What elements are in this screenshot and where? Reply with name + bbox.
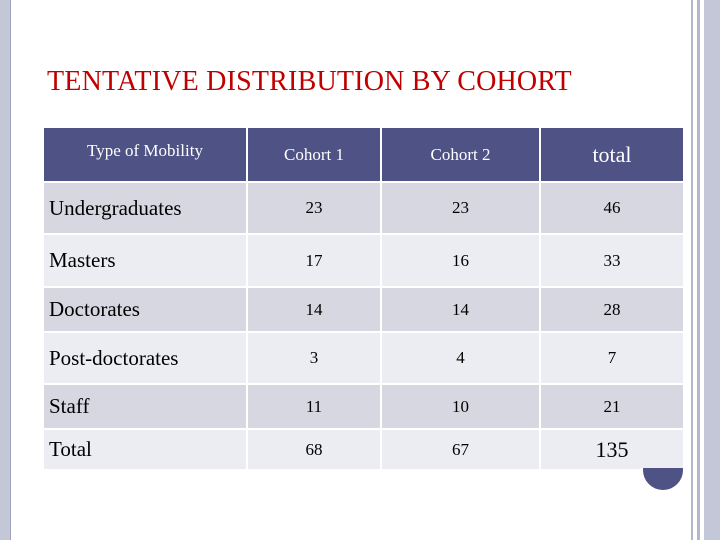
total-value: 46: [541, 183, 683, 233]
slide-frame-left: [0, 0, 10, 540]
table-row: Post-doctorates 3 4 7: [44, 333, 683, 383]
total-value: 28: [541, 288, 683, 331]
table-row: Staff 11 10 21: [44, 385, 683, 428]
table-row: Masters 17 16 33: [44, 235, 683, 286]
cohort-2-value: 4: [382, 333, 541, 383]
slide-frame-right-stripe: [697, 0, 700, 540]
row-label: Undergraduates: [44, 183, 248, 233]
grand-total: 135: [541, 430, 683, 469]
cohort-2-value: 23: [382, 183, 541, 233]
table-header-row: Type of Mobility Cohort 1 Cohort 2 total: [44, 128, 683, 181]
table-row: Doctorates 14 14 28: [44, 288, 683, 331]
cohort-1-value: 11: [248, 385, 382, 428]
cohort-1-value: 17: [248, 235, 382, 286]
cohort-1-value: 3: [248, 333, 382, 383]
slide-frame-right: [704, 0, 720, 540]
total-value: 21: [541, 385, 683, 428]
total-value: 33: [541, 235, 683, 286]
slide-frame-left-line: [10, 0, 11, 540]
slide-frame-right-stripe: [691, 0, 693, 540]
cohort-2-total: 67: [382, 430, 541, 469]
table-row: Undergraduates 23 23 46: [44, 183, 683, 233]
cohort-1-value: 23: [248, 183, 382, 233]
row-label: Masters: [44, 235, 248, 286]
row-label: Staff: [44, 385, 248, 428]
header-cohort-1: Cohort 1: [248, 128, 382, 181]
row-label: Post-doctorates: [44, 333, 248, 383]
table-total-row: Total 68 67 135: [44, 430, 683, 469]
cohort-2-value: 10: [382, 385, 541, 428]
cohort-1-total: 68: [248, 430, 382, 469]
cohort-2-value: 14: [382, 288, 541, 331]
total-row-label: Total: [44, 430, 248, 469]
header-total: total: [541, 128, 683, 181]
header-cohort-2: Cohort 2: [382, 128, 541, 181]
row-label: Doctorates: [44, 288, 248, 331]
total-value: 7: [541, 333, 683, 383]
slide-title: TENTATIVE DISTRIBUTION BY COHORT: [47, 66, 572, 97]
cohort-2-value: 16: [382, 235, 541, 286]
cohort-1-value: 14: [248, 288, 382, 331]
header-type-of-mobility: Type of Mobility: [44, 128, 248, 181]
